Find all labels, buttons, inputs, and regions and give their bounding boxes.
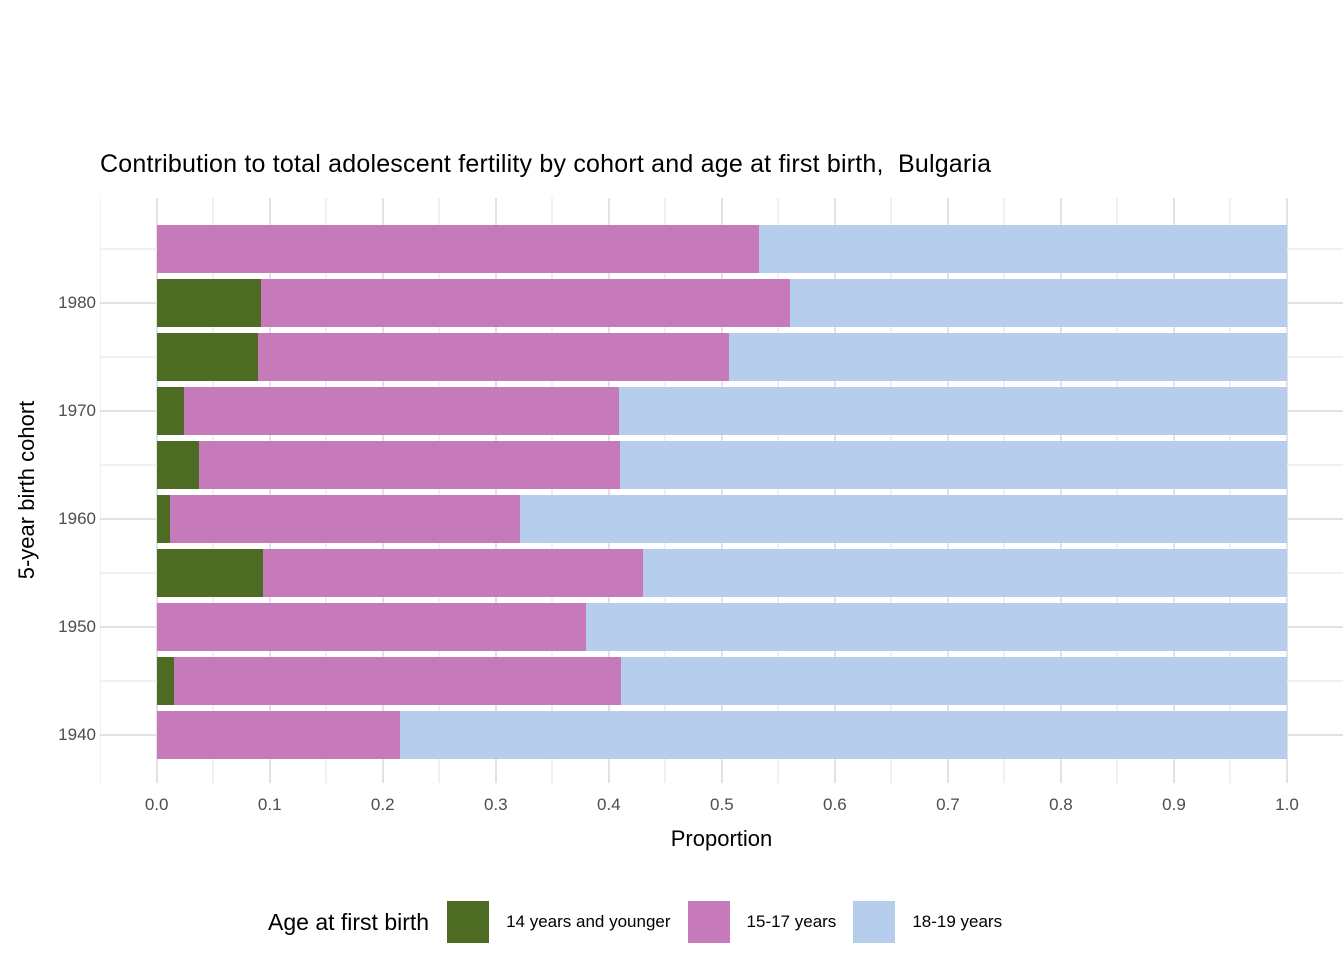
gridline-vertical-minor xyxy=(1342,198,1343,783)
bar-segment xyxy=(173,656,622,705)
bar-segment xyxy=(156,548,263,597)
gridline-vertical-major xyxy=(268,198,271,783)
bar-segment xyxy=(620,440,1287,489)
bar-row-1960 xyxy=(156,494,1287,543)
bar-segment xyxy=(198,440,621,489)
bar-segment xyxy=(789,278,1287,327)
bar-row-1985 xyxy=(156,224,1287,273)
plot-panel xyxy=(100,198,1343,783)
y-tick-label: 1950 xyxy=(58,616,96,636)
bar-row-1940 xyxy=(156,710,1287,759)
gridline-vertical-major xyxy=(720,198,723,783)
x-tick-label: 0.6 xyxy=(823,795,847,814)
bar-segment xyxy=(156,332,259,381)
bar-segment xyxy=(156,602,587,651)
x-tick-label: 0.5 xyxy=(710,795,734,814)
bar-segment xyxy=(258,332,729,381)
y-tick-label: 1960 xyxy=(58,508,96,528)
bar-segment xyxy=(156,494,171,543)
bar-segment xyxy=(618,386,1287,435)
bar-segment xyxy=(156,278,261,327)
x-axis-title: Proportion xyxy=(670,826,773,851)
legend-item-label: 14 years and younger xyxy=(506,912,671,931)
bar-segment xyxy=(642,548,1287,597)
x-tick-label: 0.9 xyxy=(1162,795,1186,814)
x-tick-label: 0.4 xyxy=(596,795,621,814)
gridline-vertical-major xyxy=(833,198,836,783)
legend-item: 14 years and younger xyxy=(447,901,671,943)
legend-item-label: 15-17 years xyxy=(746,912,837,931)
gridline-vertical-major xyxy=(1172,198,1175,783)
gridline-vertical-major xyxy=(607,198,610,783)
legend-swatch xyxy=(853,901,896,943)
gridline-vertical-major xyxy=(1059,198,1062,783)
y-tick-label: 1940 xyxy=(58,724,96,744)
gridline-vertical-major xyxy=(946,198,949,783)
legend-item-label: 18-19 years xyxy=(912,912,1003,931)
legend-swatch xyxy=(447,901,490,943)
bar-segment xyxy=(183,386,619,435)
gridline-vertical-minor xyxy=(890,198,893,783)
bar-segment xyxy=(156,224,760,273)
chart-title: Contribution to total adolescent fertili… xyxy=(100,150,992,178)
bar-segment xyxy=(728,332,1287,381)
y-tick-label: 1970 xyxy=(58,400,96,420)
bar-segment xyxy=(262,548,643,597)
gridline-vertical-major xyxy=(1286,198,1288,783)
bar-segment xyxy=(156,440,199,489)
bar-segment xyxy=(399,710,1287,759)
bar-row-1980 xyxy=(156,278,1287,327)
x-tick-label: 1.0 xyxy=(1275,795,1299,814)
bar-segment xyxy=(156,386,184,435)
bar-segment xyxy=(260,278,790,327)
x-tick-label: 0.7 xyxy=(936,795,960,814)
gridline-vertical-minor xyxy=(212,198,215,783)
x-tick-label: 0.2 xyxy=(370,795,395,814)
x-tick-label: 0.1 xyxy=(257,795,282,814)
bar-row-1955 xyxy=(156,548,1287,597)
gridline-vertical-minor xyxy=(1003,198,1006,783)
gridline-vertical-major xyxy=(155,198,158,783)
gridline-vertical-minor xyxy=(777,198,780,783)
y-axis-title: 5-year birth cohort xyxy=(14,400,39,580)
gridline-vertical-minor xyxy=(664,198,667,783)
gridline-vertical-minor xyxy=(100,198,102,783)
legend: Age at first birth 14 years and younger 1… xyxy=(268,901,1019,943)
x-tick-label: 0.8 xyxy=(1049,795,1073,814)
bar-segment xyxy=(759,224,1287,273)
legend-item: 15-17 years xyxy=(687,901,837,943)
bar-segment xyxy=(156,710,400,759)
gridline-vertical-minor xyxy=(438,198,441,783)
gridline-vertical-major xyxy=(381,198,384,783)
bar-row-1970 xyxy=(156,386,1287,435)
bar-segment xyxy=(156,656,174,705)
gridline-vertical-major xyxy=(494,198,497,783)
gridline-vertical-minor xyxy=(1116,198,1119,783)
bar-segment xyxy=(586,602,1287,651)
legend-title: Age at first birth xyxy=(268,908,430,935)
bar-segment xyxy=(519,494,1287,543)
bar-segment xyxy=(621,656,1287,705)
bar-segment xyxy=(170,494,520,543)
legend-items: 14 years and younger 15-17 years 18-19 yea… xyxy=(447,901,1019,943)
x-tick-label: 0.0 xyxy=(144,795,169,814)
bar-row-1950 xyxy=(156,602,1287,651)
bar-row-1965 xyxy=(156,440,1287,489)
bar-row-1945 xyxy=(156,656,1287,705)
bar-row-1975 xyxy=(156,332,1287,381)
legend-item: 18-19 years xyxy=(853,901,1002,943)
gridline-vertical-minor xyxy=(1229,198,1232,783)
gridline-vertical-minor xyxy=(551,198,554,783)
gridline-vertical-minor xyxy=(325,198,328,783)
y-tick-label: 1980 xyxy=(58,292,96,312)
x-tick-label: 0.3 xyxy=(483,795,508,814)
legend-swatch xyxy=(687,901,730,943)
